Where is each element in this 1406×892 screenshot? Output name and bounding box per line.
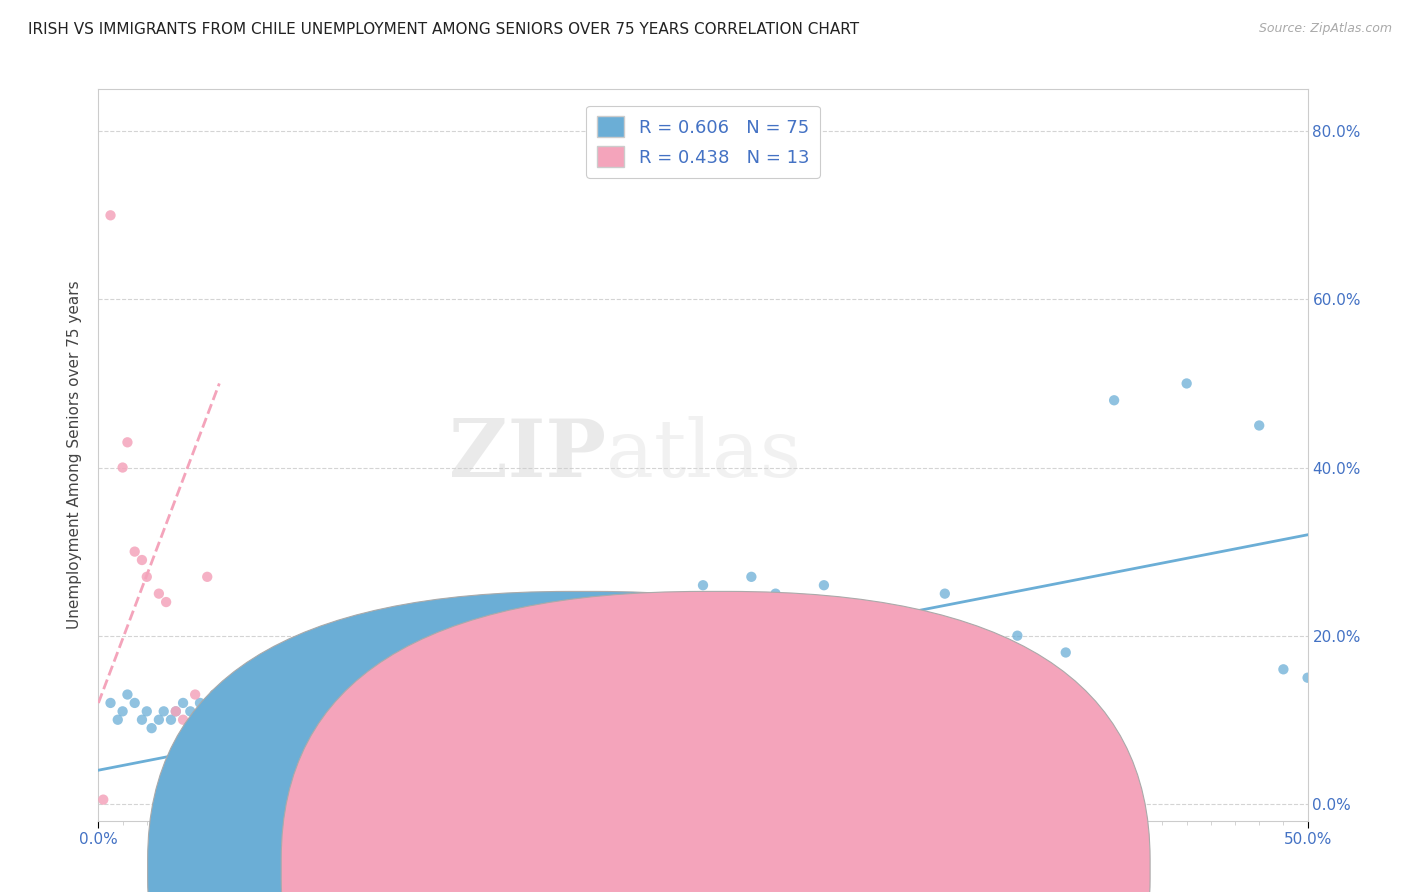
Point [172,696,194,710]
Text: Source: ZipAtlas.com: Source: ZipAtlas.com [1258,22,1392,36]
Point [486,637,509,651]
Point [155,595,177,609]
Point [1102,393,1125,408]
Point [188,696,211,710]
Point [160,713,183,727]
Point [1054,645,1077,659]
Point [1249,418,1271,433]
Point [131,553,153,567]
Point [668,595,690,609]
Point [366,671,388,685]
Point [463,654,485,668]
Point [523,637,546,651]
Point [276,696,298,710]
Text: IRISH VS IMMIGRANTS FROM CHILE UNEMPLOYMENT AMONG SENIORS OVER 75 YEARS CORRELAT: IRISH VS IMMIGRANTS FROM CHILE UNEMPLOYM… [28,22,859,37]
Point [100,208,122,222]
Point [644,612,666,626]
Point [131,713,153,727]
Text: ZIP: ZIP [450,416,606,494]
Point [329,679,352,693]
Point [353,679,375,693]
Point [292,679,315,693]
Point [619,620,641,634]
Legend: R = 0.606   N = 75, R = 0.438   N = 13: R = 0.606 N = 75, R = 0.438 N = 13 [586,105,820,178]
Point [165,704,187,718]
Point [238,696,260,710]
Point [221,696,243,710]
Text: Immigrants from Chile: Immigrants from Chile [745,867,917,881]
Point [152,704,174,718]
Point [111,704,134,718]
Point [547,654,569,668]
Point [252,704,274,718]
Point [91,792,114,806]
Point [195,704,218,718]
Point [228,704,250,718]
Point [510,654,533,668]
Point [342,671,364,685]
Point [135,704,157,718]
Point [107,713,129,727]
Point [232,713,254,727]
Point [148,587,170,601]
Point [184,713,207,727]
Point [325,671,347,685]
Point [765,587,787,601]
Point [117,435,139,450]
Point [389,671,412,685]
Point [316,688,339,702]
Text: atlas: atlas [606,416,801,494]
Point [184,688,207,702]
Point [450,645,472,659]
Point [208,696,231,710]
Point [377,662,399,676]
Point [474,645,496,659]
Point [148,713,170,727]
Point [124,696,146,710]
Point [402,662,425,676]
Point [179,704,201,718]
Point [413,654,436,668]
Point [204,688,226,702]
Point [245,688,267,702]
Point [1007,629,1029,643]
Point [498,645,520,659]
Point [135,570,157,584]
Point [172,713,194,727]
Point [117,688,139,702]
Text: Irish: Irish [619,867,651,881]
Point [692,578,714,592]
Point [100,696,122,710]
Point [534,645,557,659]
Point [305,696,328,710]
Point [281,688,304,702]
Y-axis label: Unemployment Among Seniors over 75 years: Unemployment Among Seniors over 75 years [67,281,83,629]
Point [285,696,308,710]
Point [141,721,163,735]
Point [195,570,218,584]
Point [571,637,593,651]
Point [437,654,460,668]
Point [111,460,134,475]
Point [309,679,332,693]
Point [426,662,449,676]
Point [1296,671,1319,685]
Point [165,704,187,718]
Point [1175,376,1198,391]
Point [740,570,762,584]
Point [256,696,278,710]
Point [269,704,291,718]
Point [212,704,235,718]
Point [860,629,883,643]
Point [124,544,146,558]
Point [934,587,956,601]
Point [262,688,284,702]
Point [299,688,322,702]
Point [595,629,617,643]
Point [813,578,835,592]
Point [1272,662,1295,676]
